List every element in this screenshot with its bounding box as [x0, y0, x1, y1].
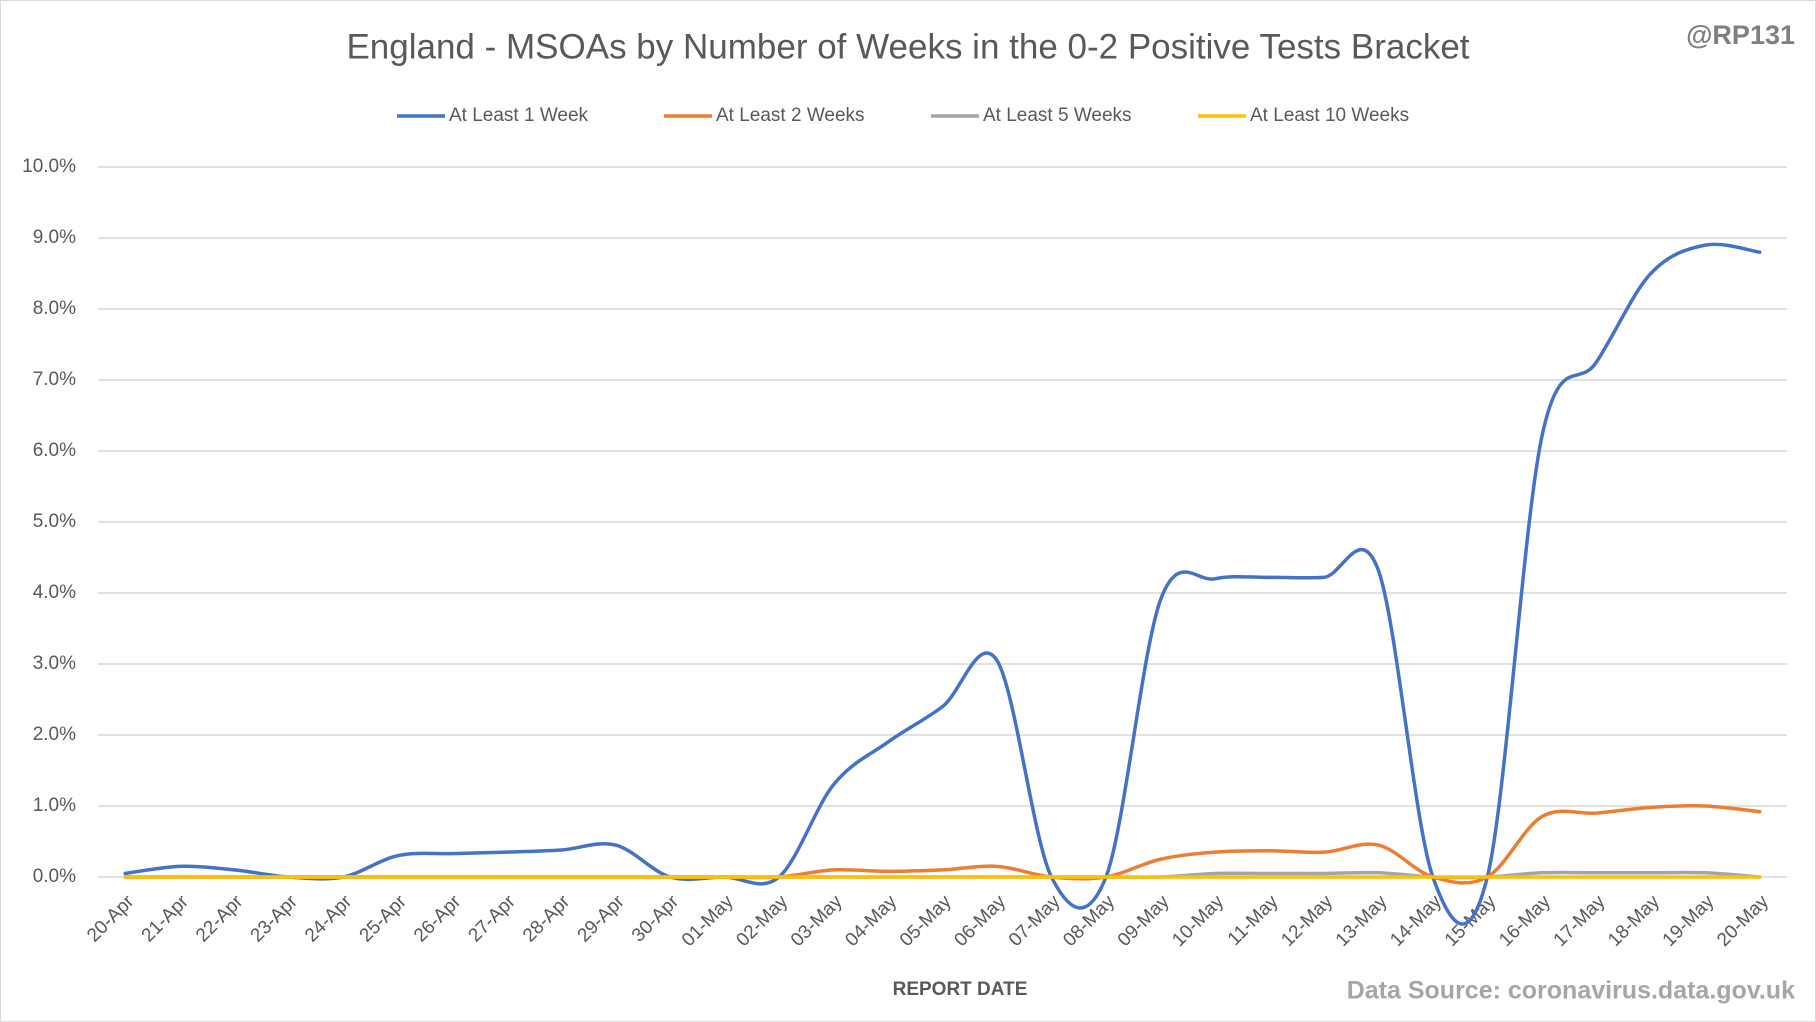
- legend-label: At Least 5 Weeks: [983, 105, 1132, 126]
- legend-label: At Least 10 Weeks: [1250, 105, 1409, 126]
- y-tick-label: 0.0%: [33, 866, 76, 887]
- y-tick-label: 3.0%: [33, 653, 76, 674]
- y-tick-label: 9.0%: [33, 227, 76, 248]
- legend-label: At Least 1 Week: [449, 105, 589, 126]
- y-tick-label: 4.0%: [33, 582, 76, 603]
- y-tick-label: 2.0%: [33, 724, 76, 745]
- credit: @RP131: [1686, 20, 1795, 50]
- chart-title: England - MSOAs by Number of Weeks in th…: [346, 27, 1469, 66]
- source-note: Data Source: coronavirus.data.gov.uk: [1347, 977, 1795, 1005]
- y-tick-label: 6.0%: [33, 440, 76, 461]
- legend-label: At Least 2 Weeks: [716, 105, 865, 126]
- y-tick-label: 1.0%: [33, 795, 76, 816]
- y-tick-label: 7.0%: [33, 369, 76, 390]
- y-tick-label: 5.0%: [33, 511, 76, 532]
- x-axis-title: REPORT DATE: [893, 979, 1028, 1000]
- y-tick-label: 8.0%: [33, 298, 76, 319]
- y-tick-label: 10.0%: [22, 156, 76, 177]
